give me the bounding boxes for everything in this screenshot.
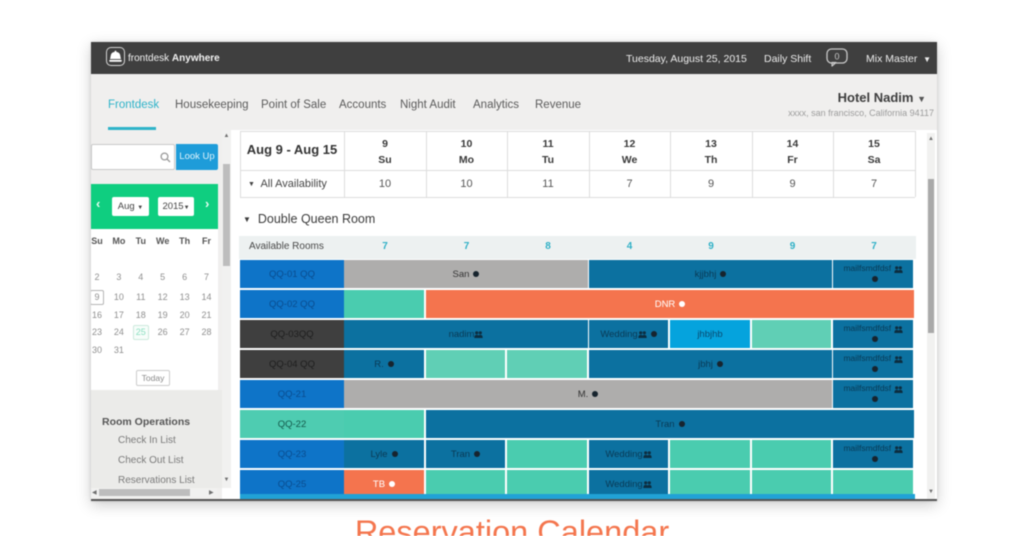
- svg-text:0: 0: [834, 52, 839, 62]
